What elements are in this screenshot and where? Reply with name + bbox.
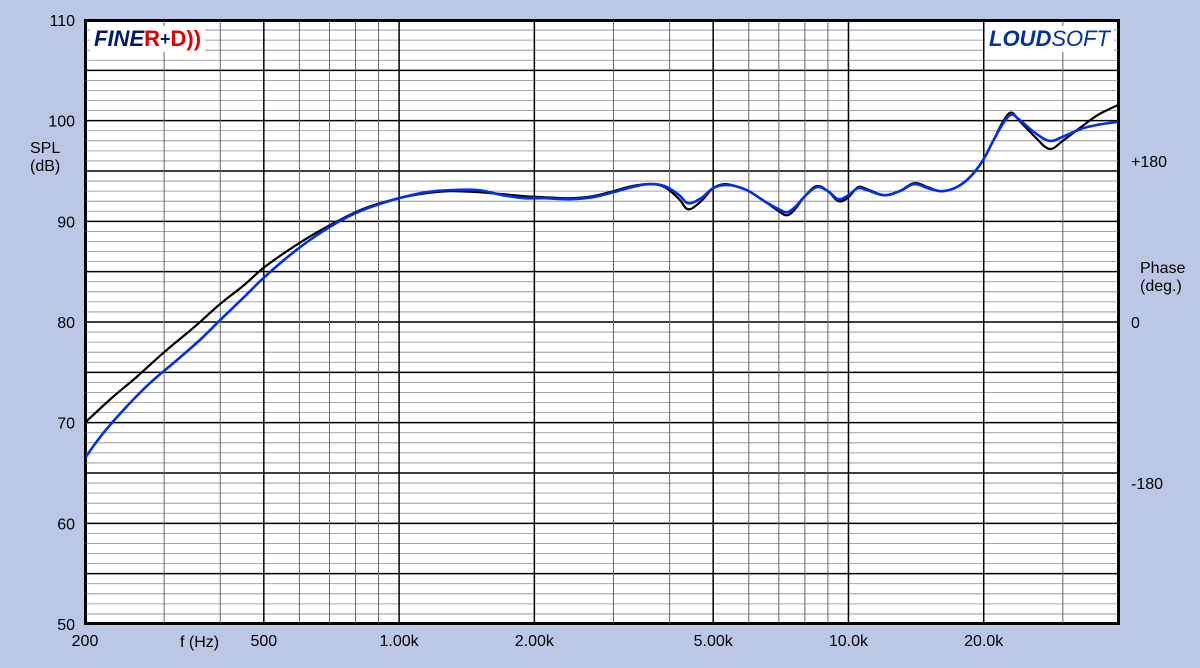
y-axis-left-label: SPL (dB)	[30, 140, 60, 176]
svg-text:+180: +180	[1131, 154, 1167, 171]
svg-text:20.0k: 20.0k	[964, 633, 1004, 650]
svg-text:500: 500	[250, 633, 277, 650]
svg-text:60: 60	[57, 516, 75, 533]
brand-left-logo: FINER+D))	[90, 26, 205, 52]
x-axis-label: f (Hz)	[180, 634, 219, 652]
svg-text:90: 90	[57, 214, 75, 231]
y-axis-right-label: Phase (deg.)	[1140, 260, 1185, 296]
plot-area	[85, 20, 1119, 624]
svg-text:1.00k: 1.00k	[380, 633, 420, 650]
svg-text:200: 200	[72, 633, 99, 650]
svg-text:110: 110	[49, 13, 75, 30]
svg-text:0: 0	[1131, 315, 1140, 332]
chart-container: { "canvas": { "width": 1200, "height": 6…	[0, 0, 1200, 668]
svg-text:70: 70	[57, 416, 75, 433]
svg-text:10.0k: 10.0k	[829, 633, 869, 650]
brand-right-logo: LOUDSOFT	[985, 26, 1114, 52]
svg-text:80: 80	[57, 315, 75, 332]
svg-text:2.00k: 2.00k	[515, 633, 555, 650]
svg-text:100: 100	[48, 114, 75, 131]
svg-text:50: 50	[57, 617, 75, 634]
svg-text:-180: -180	[1131, 476, 1163, 493]
svg-text:5.00k: 5.00k	[694, 633, 734, 650]
